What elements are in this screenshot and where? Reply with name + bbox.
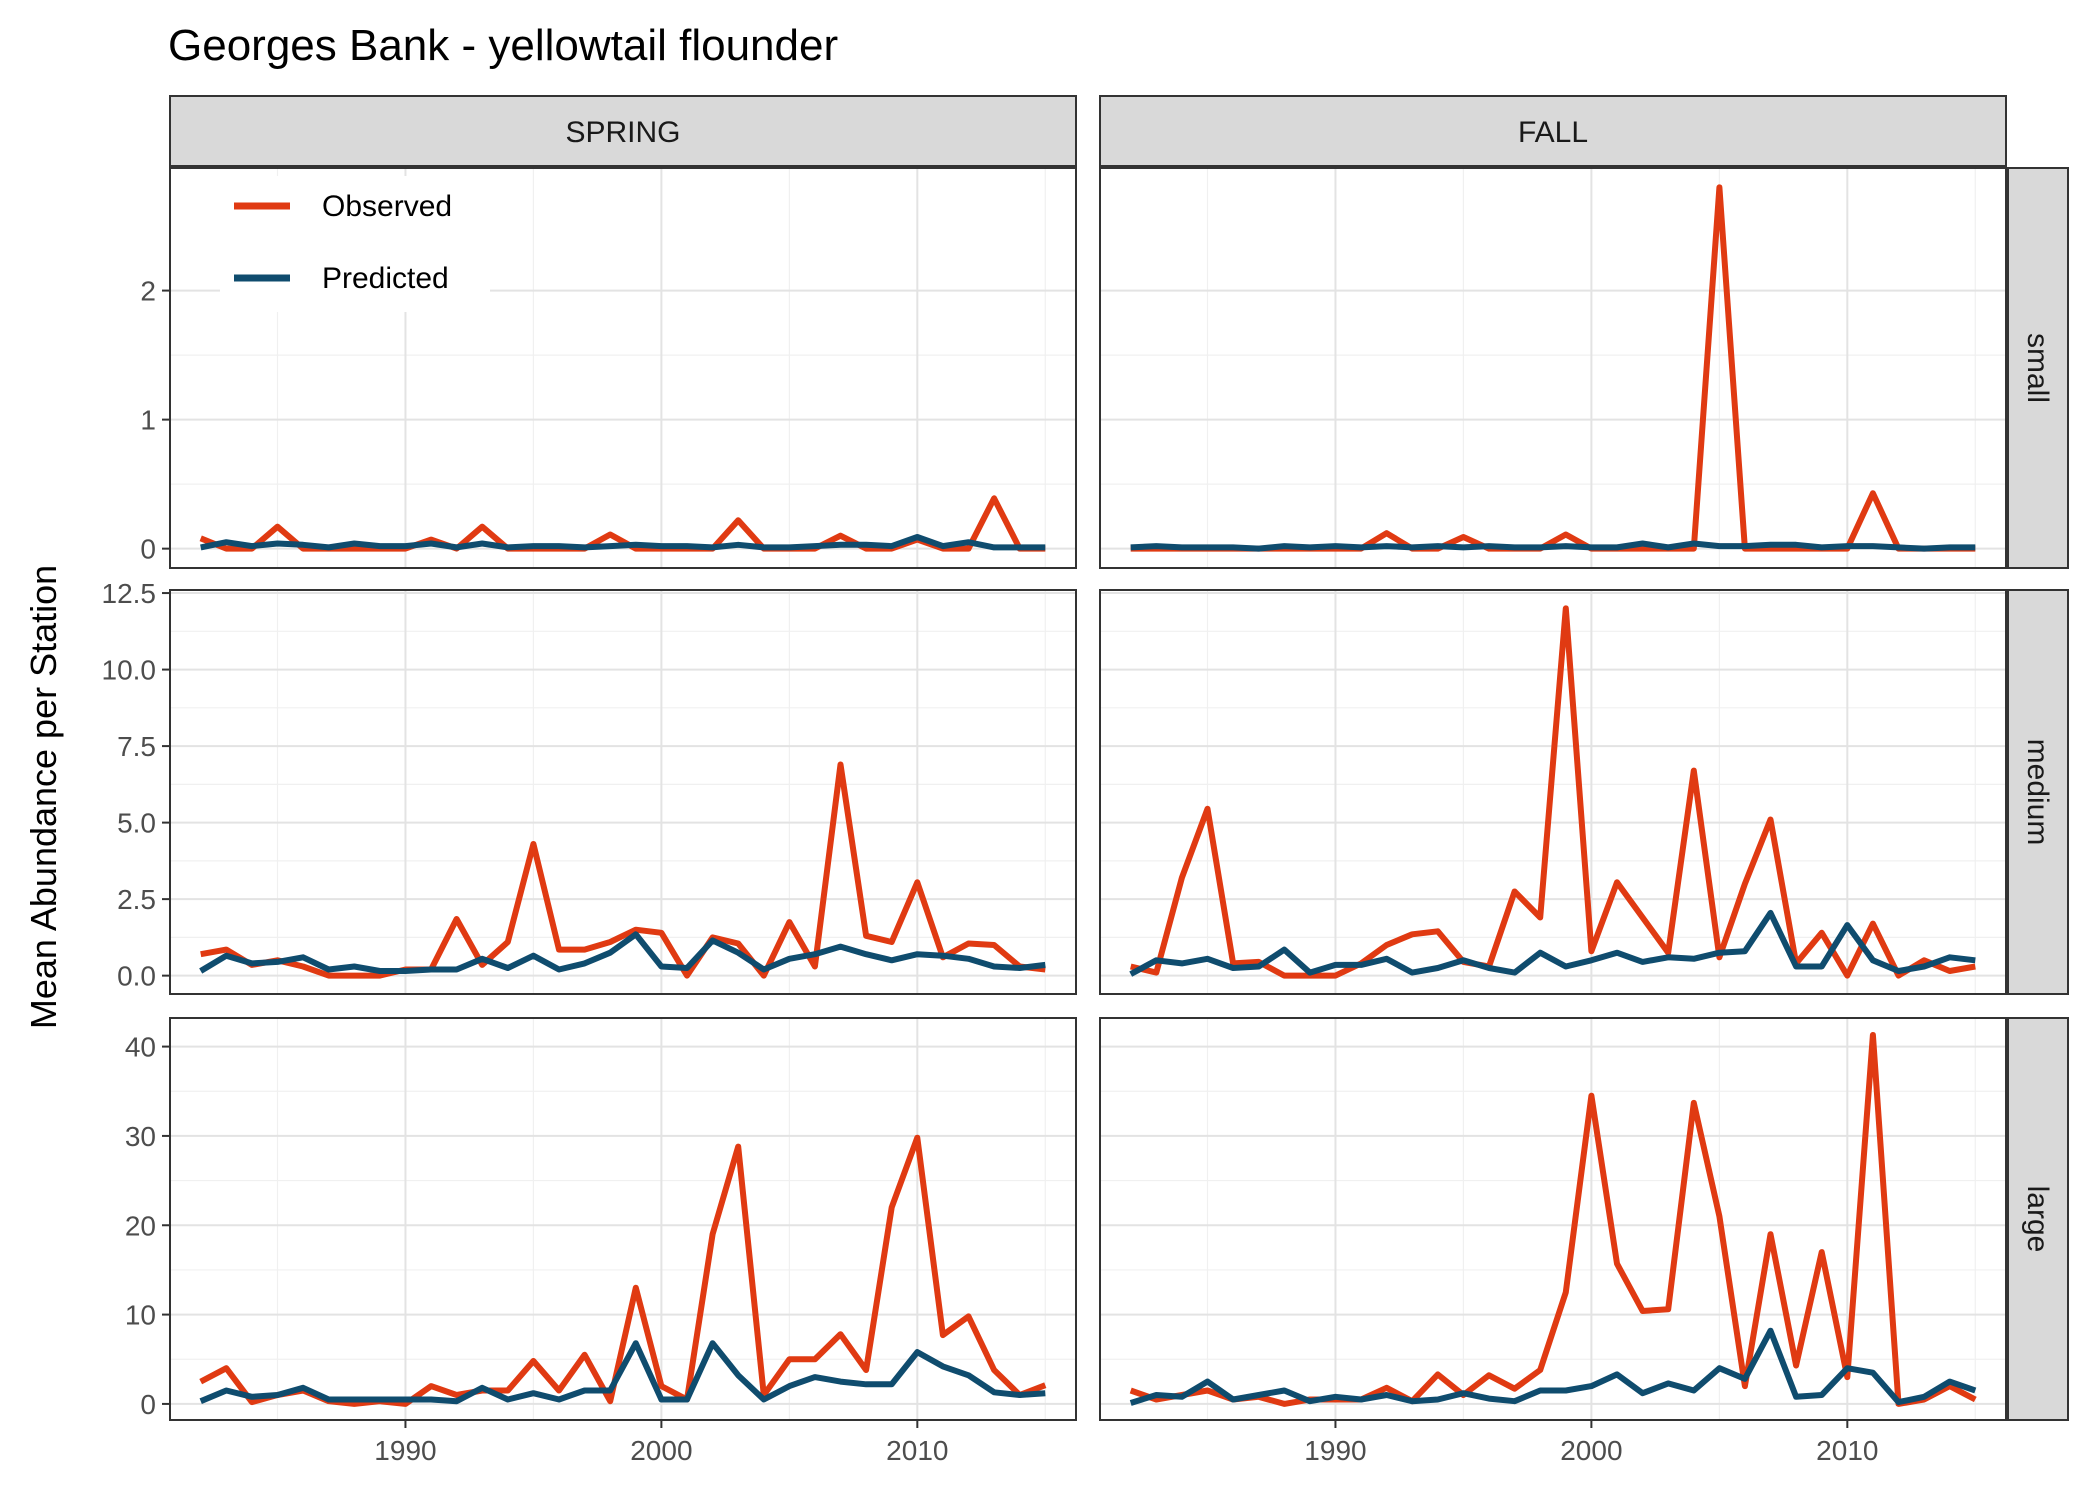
x-tick-label: 1990 (374, 1435, 436, 1466)
legend-label-predicted: Predicted (322, 262, 449, 295)
series-line-observed (200, 761, 1046, 979)
panel-border (169, 167, 1077, 569)
series-line-predicted (199, 931, 1046, 974)
series-line-predicted (1129, 909, 1976, 977)
panel-background (170, 590, 1076, 994)
y-axis-label: Mean Abundance per Station (23, 565, 64, 1029)
series-line-predicted (199, 1340, 1046, 1405)
y-tick-label: 12.5 (102, 578, 157, 609)
panel-border (169, 1017, 1077, 1421)
strip-spring (169, 95, 1077, 167)
y-tick-label: 7.5 (117, 731, 156, 762)
series-line-observed (1130, 605, 1976, 979)
legend-label-observed: Observed (322, 190, 452, 223)
facet-panels: SPRING FALL small medium large 0 1 2 0.0 2.5 5.0 7.… (102, 95, 2069, 1466)
strip-small (2007, 167, 2069, 569)
strip-label-medium: medium (2021, 739, 2054, 846)
y-tick-label: 40 (125, 1032, 156, 1063)
series-line-observed (1129, 1032, 1977, 1407)
panel-border (169, 589, 1077, 995)
strip-medium (2007, 589, 2069, 995)
strip-large (2007, 1017, 2069, 1421)
y-tick-label: 0 (140, 534, 156, 565)
x-tick-label: 2010 (1816, 1435, 1878, 1466)
series-line-observed (199, 1134, 1047, 1407)
x-tick-label: 2000 (630, 1435, 692, 1466)
y-tick-label: 0 (140, 1389, 156, 1420)
strip-label-large: large (2021, 1186, 2054, 1253)
strip-label-small: small (2021, 333, 2054, 403)
y-tick-label: 2.5 (117, 884, 156, 915)
legend-background (220, 176, 490, 312)
panel-medium-fall (1099, 589, 2007, 995)
strip-fall (1099, 95, 2007, 167)
y-tick-label: 0.0 (117, 961, 156, 992)
y-tick-label: 5.0 (117, 808, 156, 839)
panel-border (1099, 1017, 2007, 1421)
chart-title: Georges Bank - yellowtail flounder (168, 21, 838, 70)
panel-large-fall: 1990 2000 2010 (1099, 1017, 2007, 1466)
y-tick-label: 20 (125, 1210, 156, 1241)
y-tick-label: 1 (140, 405, 156, 436)
y-tick-label: 10.0 (102, 655, 157, 686)
panel-small-fall (1099, 167, 2007, 569)
panel-background (1100, 168, 2006, 568)
x-tick-label: 1990 (1304, 1435, 1366, 1466)
x-tick-label: 2000 (1560, 1435, 1622, 1466)
panel-border (1099, 167, 2007, 569)
strip-label-fall: FALL (1518, 116, 1588, 149)
strip-label-spring: SPRING (565, 116, 680, 149)
y-tick-label: 2 (140, 276, 156, 307)
series-line-predicted (1129, 1327, 1977, 1406)
y-tick-label: 30 (125, 1121, 156, 1152)
panel-border (1099, 589, 2007, 995)
y-tick-label: 10 (125, 1300, 156, 1331)
panel-background (1100, 1018, 2006, 1420)
panel-medium-spring: 0.0 2.5 5.0 7.5 10.0 12.5 (102, 578, 1077, 995)
series-line-predicted (1130, 540, 1976, 552)
x-tick-label: 2010 (886, 1435, 948, 1466)
panel-large-spring: 0 10 20 30 40 1990 2000 2010 (125, 1017, 1077, 1466)
series-line-predicted (200, 534, 1046, 551)
legend: Observed Predicted (220, 176, 490, 312)
